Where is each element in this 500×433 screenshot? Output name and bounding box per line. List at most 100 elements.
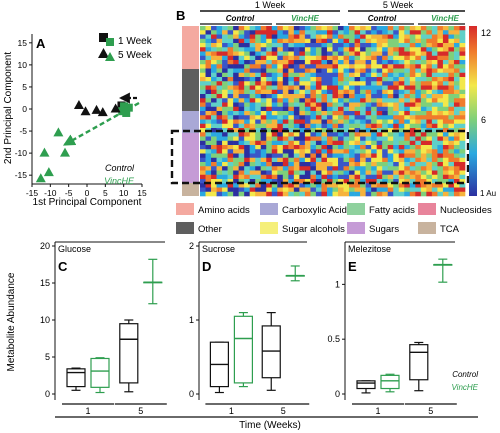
heatmap-cell [310,162,317,167]
heatmap-cell [321,34,328,40]
heatmap-cell [420,174,427,180]
heatmap-cell [216,94,223,99]
heatmap-cell [448,68,455,74]
heatmap-cell [376,38,383,44]
heatmap-cell [409,149,416,154]
heatmap-cell [448,98,455,103]
heatmap-cell [205,98,212,103]
heatmap-cell [365,132,372,137]
heatmap-cell [404,187,411,193]
heatmap-cell [387,85,394,91]
heatmap-cell [238,77,245,82]
heatmap-cell [277,183,284,188]
heatmap-cell [205,47,212,52]
heatmap-cell [448,111,455,116]
heatmap-cell [200,174,206,180]
heatmap-cell [304,106,311,112]
heatmap-cell [200,123,206,129]
heatmap-cell [315,106,322,112]
heatmap-cell [211,106,217,112]
heatmap-cell [321,179,328,184]
heatmap-cell [382,43,389,48]
heatmap-cell [321,30,328,35]
heatmap-cell [420,162,427,167]
heatmap-cell [211,55,217,61]
heatmap-cell [211,157,217,163]
heatmap-cell [293,166,300,171]
heatmap-cell [211,187,217,193]
bottom-legend-control: Control [452,370,478,379]
heatmap-cell [249,94,256,99]
heatmap-cell [459,162,466,167]
heatmap-cell [426,174,433,180]
heatmap-cell [326,64,333,69]
heatmap-cell [277,157,284,163]
heatmap-cell [321,64,328,69]
heatmap-cell [211,136,217,142]
heatmap-cell [216,98,223,103]
heatmap-cell [442,64,449,69]
heatmap-cell [216,187,223,193]
heatmap-cell [431,153,438,159]
heatmap-cell [211,149,217,154]
heatmap-cell [382,115,389,120]
heatmap-cell [299,72,306,78]
heatmap-cell [398,162,405,167]
heatmap-cell [354,51,361,57]
heatmap-cell [431,166,438,171]
heatmap-cell [266,94,273,99]
heatmap-cell [338,140,344,146]
heatmap-cell [431,115,438,120]
heatmap-cell [431,183,438,188]
heatmap-cell [453,85,460,91]
heatmap-cell [244,170,250,176]
heatmap-cell [238,102,245,108]
heatmap-legend-label: TCA [440,224,460,235]
heatmap-cell [216,43,223,48]
heatmap-cell [244,98,250,103]
panel-a-point-triangle [91,104,102,114]
heatmap-cell [288,34,295,40]
heatmap-cell [293,26,300,31]
heatmap-cell [216,170,223,176]
heatmap-cell [459,153,466,159]
heatmap-cell [426,55,433,61]
heatmap-cell [260,38,267,44]
panel-a-ylabel: 2nd Principal Component [3,52,14,165]
heatmap-cell [233,132,239,137]
heatmap-cell [387,136,394,142]
heatmap-cell [431,157,438,163]
heatmap-cell [200,64,206,69]
heatmap-cell [266,34,273,40]
heatmap-cell [398,34,405,40]
heatmap-cell [393,111,400,116]
heatmap-cell [271,119,278,125]
heatmap-cell [288,170,295,176]
heatmap-cell [376,55,383,61]
heatmap-cell [459,191,466,197]
heatmap-cell [354,64,361,69]
heatmap-cell [393,132,400,137]
heatmap-cell [371,132,377,137]
heatmap-cell [431,26,438,31]
heatmap-cell [448,64,455,69]
heatmap-cell [332,157,339,163]
heatmap-cell [409,51,416,57]
heatmap-cell [282,153,289,159]
heatmap-cell [398,166,405,171]
heatmap-cell [216,51,223,57]
heatmap-cell [249,64,256,69]
heatmap-cell [349,111,355,116]
heatmap-cell [299,30,306,35]
heatmap-cell [222,43,228,48]
heatmap-legend-swatch [347,203,365,215]
heatmap-cell [437,60,444,65]
heatmap-cell [371,26,377,31]
heatmap-cell [376,115,383,120]
heatmap-cell [326,89,333,95]
heatmap-cell [354,47,361,52]
panel-a-letter: A [36,36,46,51]
heatmap-cell [371,85,377,91]
heatmap-cell [415,72,422,78]
